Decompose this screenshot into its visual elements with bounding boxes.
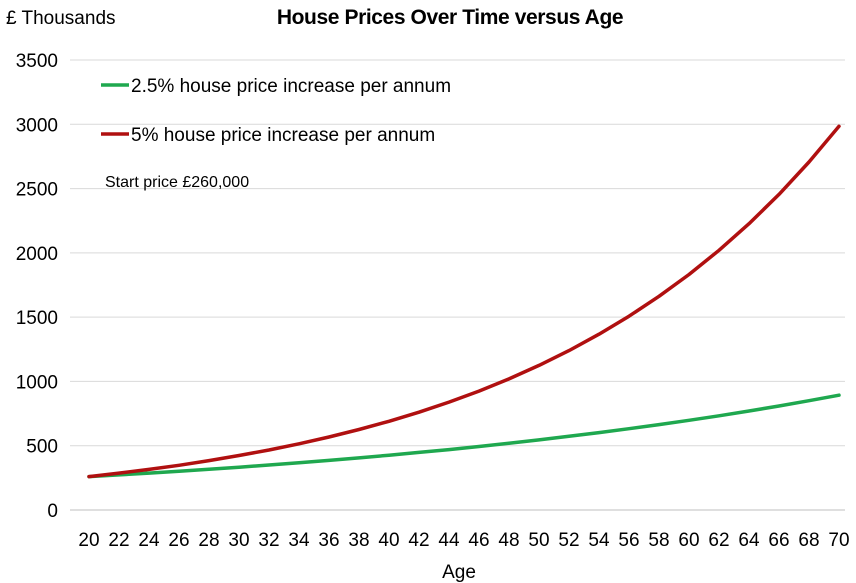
x-axis-label: Age [442, 562, 476, 583]
series-lines [87, 124, 841, 479]
start-price-annotation: Start price £260,000 [105, 174, 249, 191]
x-tick-label: 20 [78, 530, 99, 551]
x-tick-label: 36 [318, 530, 339, 551]
x-tick-label: 28 [198, 530, 219, 551]
series-line-0 [87, 393, 841, 479]
gridlines [70, 59, 845, 511]
y-tick-label: 500 [26, 437, 58, 458]
x-tick-label: 32 [258, 530, 279, 551]
y-tick-label: 3000 [16, 115, 58, 136]
series-line-1 [87, 124, 841, 479]
legend-label-5-percent: 5% house price increase per annum [131, 125, 435, 146]
x-tick-label: 40 [378, 530, 399, 551]
x-tick-label: 22 [108, 530, 129, 551]
x-tick-label: 50 [528, 530, 549, 551]
x-tick-label: 26 [168, 530, 189, 551]
x-tick-label: 38 [348, 530, 369, 551]
x-tick-label: 62 [708, 530, 729, 551]
x-tick-label: 56 [618, 530, 639, 551]
y-tick-label: 2500 [16, 180, 58, 201]
chart-title: House Prices Over Time versus Age [277, 6, 623, 29]
x-tick-label: 68 [798, 530, 819, 551]
x-tick-label: 52 [558, 530, 579, 551]
y-tick-label: 0 [47, 501, 58, 522]
y-axis-ticks: 0 500 1000 1500 2000 2500 3000 3500 [16, 51, 58, 522]
x-tick-label: 46 [468, 530, 489, 551]
x-tick-label: 54 [588, 530, 610, 551]
y-tick-label: 1000 [16, 372, 58, 393]
x-tick-label: 30 [228, 530, 249, 551]
legend: 2.5% house price increase per annum 5% h… [101, 76, 451, 146]
x-tick-label: 70 [828, 530, 849, 551]
y-tick-label: 2000 [16, 244, 58, 265]
x-tick-label: 60 [678, 530, 699, 551]
x-tick-label: 48 [498, 530, 519, 551]
y-tick-label: 3500 [16, 51, 58, 72]
x-tick-label: 42 [408, 530, 429, 551]
y-axis-label: £ Thousands [6, 8, 116, 29]
x-tick-label: 24 [138, 530, 160, 551]
x-tick-label: 34 [288, 530, 310, 551]
x-tick-label: 44 [438, 530, 460, 551]
x-tick-label: 64 [738, 530, 760, 551]
x-tick-label: 66 [768, 530, 789, 551]
legend-label-2-5-percent: 2.5% house price increase per annum [131, 76, 451, 97]
x-axis-ticks: 20 22 24 26 28 30 32 34 36 38 40 42 44 46 48 50 52 54 56 58… [78, 530, 849, 551]
y-tick-label: 1500 [16, 308, 58, 329]
x-tick-label: 58 [648, 530, 669, 551]
